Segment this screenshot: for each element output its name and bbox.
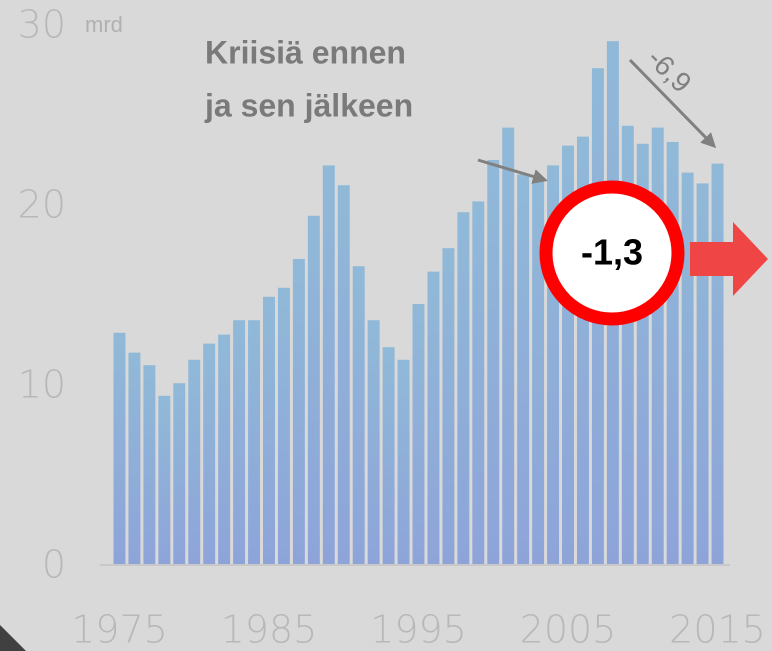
corner — [0, 625, 26, 651]
bar — [218, 334, 231, 565]
bar — [547, 165, 560, 565]
bar — [203, 343, 216, 565]
bar — [367, 320, 380, 565]
bar — [427, 271, 440, 565]
bar — [158, 395, 171, 565]
bar — [352, 266, 365, 565]
red-arrow — [690, 222, 768, 296]
bar — [128, 352, 141, 565]
bar — [502, 127, 515, 565]
bar — [233, 320, 246, 565]
x-tick-label: 1995 — [370, 608, 467, 651]
bar — [562, 145, 574, 565]
bar — [666, 142, 679, 565]
bar — [696, 183, 709, 565]
y-tick-label: 10 — [18, 363, 66, 407]
bar — [143, 365, 156, 565]
arrow — [477, 158, 548, 184]
bar — [457, 212, 470, 565]
bars — [113, 41, 724, 566]
unit-label: mrd — [85, 12, 123, 37]
bar — [188, 359, 201, 565]
bar — [322, 165, 335, 565]
y-tick-label: 0 — [42, 543, 66, 587]
bar — [277, 287, 290, 565]
bar — [173, 383, 186, 565]
bar — [412, 304, 425, 565]
bar — [711, 163, 724, 565]
bar — [382, 347, 395, 565]
bar — [576, 136, 589, 565]
bar — [532, 179, 545, 566]
y-tick-label: 20 — [18, 183, 66, 227]
bar — [487, 160, 500, 565]
bar — [397, 359, 410, 565]
arrow — [628, 58, 717, 149]
annotation: ja sen jälkeen — [204, 87, 413, 123]
bar — [263, 296, 275, 565]
x-tick-label: 1985 — [221, 608, 318, 651]
highlight-circle — [539, 180, 685, 326]
bar — [442, 248, 455, 565]
bar — [651, 127, 664, 565]
annotation: -1,3 — [581, 232, 643, 273]
bar — [681, 172, 694, 565]
y-tick-label: 30 — [18, 3, 66, 47]
x-tick-label: 2015 — [669, 608, 766, 651]
x-tick-label: 1975 — [71, 608, 168, 651]
bar — [292, 259, 305, 565]
bar — [113, 332, 126, 565]
bar — [248, 320, 261, 565]
annotation: Kriisiä ennen — [205, 34, 406, 70]
bar — [337, 185, 350, 565]
bar — [517, 174, 530, 565]
x-tick-label: 2005 — [520, 608, 617, 651]
bar — [472, 201, 485, 565]
bar — [621, 125, 634, 566]
bar — [307, 215, 320, 566]
bar — [636, 143, 649, 566]
